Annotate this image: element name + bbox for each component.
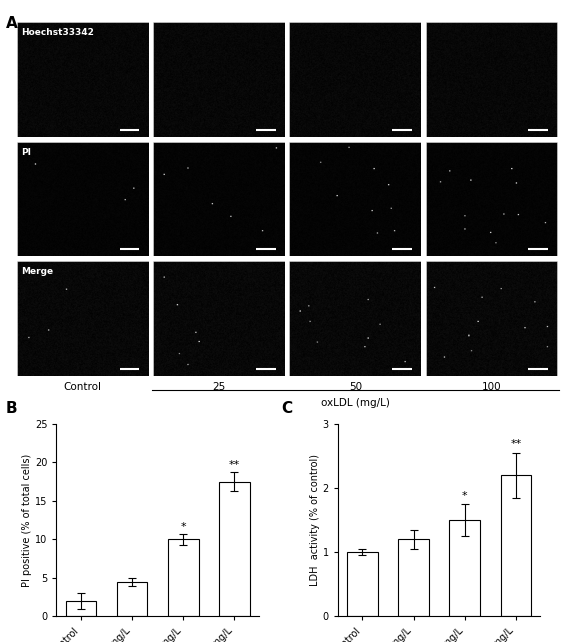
Text: 100: 100 (482, 382, 501, 392)
Y-axis label: PI positive (% of total cells): PI positive (% of total cells) (22, 453, 32, 587)
Text: **: ** (229, 460, 240, 470)
Bar (168, 539, 199, 616)
Text: Hoechst33342: Hoechst33342 (21, 28, 93, 37)
Text: PI: PI (21, 148, 31, 157)
Bar (65, 601, 96, 616)
Bar (117, 582, 148, 616)
Text: oxLDL (mg/L): oxLDL (mg/L) (321, 398, 390, 408)
Text: 25: 25 (212, 382, 226, 392)
Text: B: B (6, 401, 17, 416)
Text: *: * (462, 490, 467, 501)
Text: A: A (6, 16, 17, 31)
Text: Control: Control (64, 382, 102, 392)
Y-axis label: LDH  activity (% of control): LDH activity (% of control) (310, 454, 320, 586)
Bar (501, 475, 531, 616)
Text: C: C (282, 401, 293, 416)
Text: **: ** (510, 439, 521, 449)
Text: Merge: Merge (21, 267, 53, 276)
Bar (219, 482, 250, 616)
Bar (449, 520, 480, 616)
Text: 50: 50 (348, 382, 362, 392)
Bar (398, 539, 429, 616)
Text: *: * (180, 521, 186, 532)
Bar (347, 552, 378, 616)
